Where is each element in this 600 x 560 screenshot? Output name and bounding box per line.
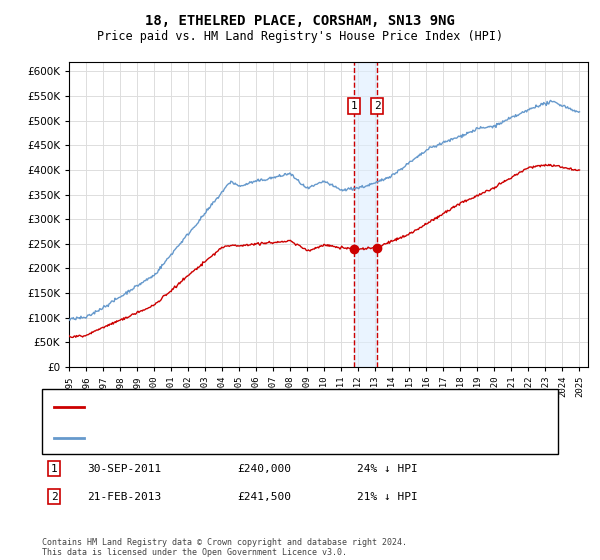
Text: 2: 2: [50, 492, 58, 502]
Text: HPI: Average price, detached house, Wiltshire: HPI: Average price, detached house, Wilt…: [93, 432, 374, 442]
Text: 21-FEB-2013: 21-FEB-2013: [87, 492, 161, 502]
Text: 1: 1: [350, 101, 358, 111]
Text: Price paid vs. HM Land Registry's House Price Index (HPI): Price paid vs. HM Land Registry's House …: [97, 30, 503, 43]
Text: 1: 1: [50, 464, 58, 474]
Bar: [354, 62, 377, 367]
Text: 18, ETHELRED PLACE, CORSHAM, SN13 9NG: 18, ETHELRED PLACE, CORSHAM, SN13 9NG: [145, 14, 455, 28]
Text: 18, ETHELRED PLACE, CORSHAM, SN13 9NG (detached house): 18, ETHELRED PLACE, CORSHAM, SN13 9NG (d…: [93, 402, 431, 412]
Text: Contains HM Land Registry data © Crown copyright and database right 2024.
This d: Contains HM Land Registry data © Crown c…: [42, 538, 407, 557]
Text: 24% ↓ HPI: 24% ↓ HPI: [357, 464, 418, 474]
Text: £240,000: £240,000: [237, 464, 291, 474]
Text: 21% ↓ HPI: 21% ↓ HPI: [357, 492, 418, 502]
Text: 2: 2: [374, 101, 381, 111]
Text: £241,500: £241,500: [237, 492, 291, 502]
Text: 30-SEP-2011: 30-SEP-2011: [87, 464, 161, 474]
